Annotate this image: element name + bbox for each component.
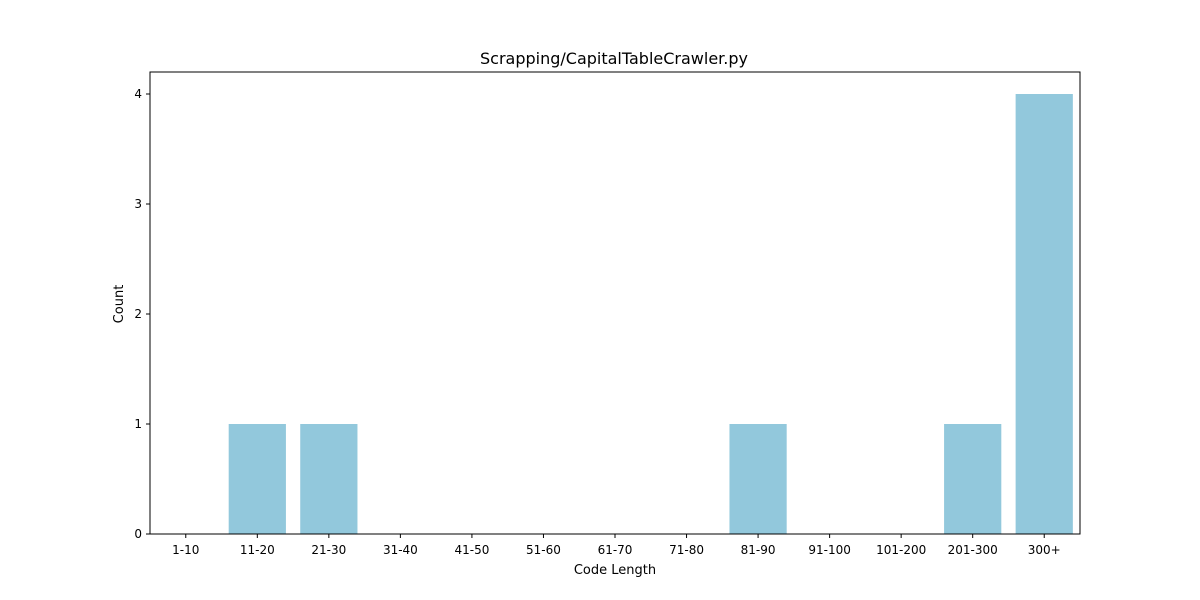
x-tick-label: 11-20 [240,543,275,557]
y-tick-label: 0 [134,527,142,541]
x-tick-label: 101-200 [876,543,926,557]
x-tick-label: 71-80 [669,543,704,557]
x-axis-ticks: 1-10 11-20 21-30 31-40 41-50 51-60 61-70 71-80 8… [172,534,1061,557]
x-tick-label: 81-90 [741,543,776,557]
y-tick-label: 2 [134,307,142,321]
x-tick-label: 1-10 [172,543,199,557]
bar-300+ [1015,94,1073,534]
y-axis-label: Count [112,285,127,324]
bar-11-20 [228,424,286,534]
y-tick-label: 4 [134,87,142,101]
y-axis-ticks: 0 1 2 3 4 [134,87,150,541]
bars-layer [228,94,1073,534]
bar-21-30 [300,424,358,534]
chart-title: Scrapping/CapitalTableCrawler.py [480,49,748,68]
x-tick-label: 51-60 [526,543,561,557]
x-tick-label: 31-40 [383,543,418,557]
plot-frame [149,71,1081,535]
bar-81-90 [729,424,787,534]
x-tick-label: 61-70 [598,543,633,557]
x-tick-label: 41-50 [454,543,489,557]
x-axis-label: Code Length [574,563,656,578]
x-tick-label: 91-100 [808,543,851,557]
x-tick-label: 201-300 [948,543,998,557]
bar-201-300 [944,424,1002,534]
x-tick-label: 21-30 [311,543,346,557]
y-tick-label: 3 [134,197,142,211]
x-tick-label: 300+ [1028,543,1061,557]
y-tick-label: 1 [134,417,142,431]
